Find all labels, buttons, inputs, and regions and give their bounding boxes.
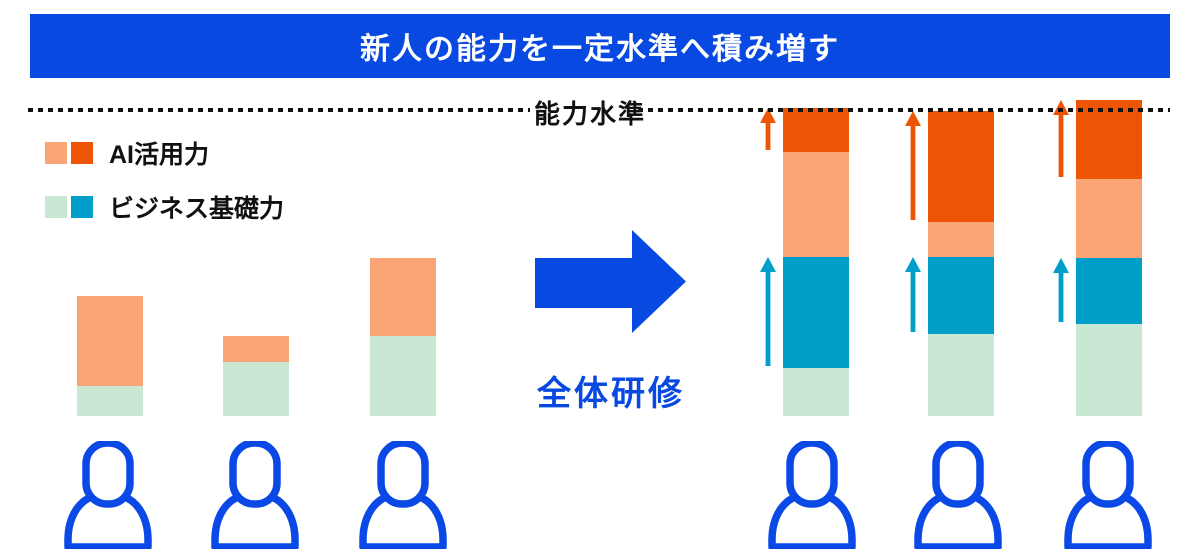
legend-row-biz: ビジネス基礎力 [45, 194, 284, 223]
person-icon [210, 439, 300, 551]
segment-biz_base [928, 334, 994, 416]
threshold-line-right [638, 108, 1170, 112]
biz-gain-arrow-icon [760, 257, 776, 366]
segment-ai_gain [928, 111, 994, 222]
segment-biz_gain [783, 257, 849, 368]
legend: AI活用力 ビジネス基礎力 [45, 140, 284, 248]
segment-ai_base [783, 152, 849, 257]
person-icon [767, 439, 857, 551]
segment-ai_gain [1076, 100, 1142, 179]
legend-label-ai: AI活用力 [109, 141, 210, 169]
legend-row-ai: AI活用力 [45, 140, 284, 169]
ability-bar-before-1 [77, 296, 143, 416]
biz-gain-arrow-icon [1053, 258, 1069, 322]
segment-biz_base [77, 386, 143, 416]
person-icon [63, 439, 153, 551]
biz-gain-arrow-icon [905, 257, 921, 332]
ability-bar-before-2 [223, 336, 289, 416]
ability-bar-after-3 [1076, 100, 1142, 416]
segment-ai_base [370, 258, 436, 336]
ai-light-swatch [45, 142, 67, 164]
page-title: 新人の能力を一定水準へ積み増す [360, 33, 840, 66]
segment-ai_base [1076, 179, 1142, 258]
threshold-line-left [28, 108, 530, 112]
segment-biz_gain [928, 257, 994, 334]
segment-ai_gain [783, 108, 849, 152]
ability-bar-after-1 [783, 108, 849, 416]
segment-biz_base [1076, 324, 1142, 416]
segment-biz_gain [1076, 258, 1142, 324]
title-banner: 新人の能力を一定水準へ積み増す [30, 14, 1170, 78]
ability-bar-after-2 [928, 111, 994, 416]
segment-ai_base [223, 336, 289, 362]
person-icon [913, 439, 1003, 551]
ability-bar-before-3 [370, 258, 436, 416]
transition-right-arrow [535, 230, 686, 333]
ai-gain-arrow-icon [760, 108, 776, 150]
segment-biz_base [370, 336, 436, 416]
ai-gain-arrow-icon [905, 111, 921, 220]
ai-dark-swatch [71, 142, 93, 164]
person-icon [1063, 439, 1153, 551]
person-icon [358, 439, 448, 551]
segment-ai_base [928, 222, 994, 257]
threshold-label: 能力水準 [534, 99, 647, 129]
legend-label-biz: ビジネス基礎力 [109, 195, 285, 223]
segment-biz_base [783, 368, 849, 416]
biz-light-swatch [45, 196, 67, 218]
segment-biz_base [223, 362, 289, 416]
segment-ai_base [77, 296, 143, 386]
biz-dark-swatch [71, 196, 93, 218]
transition-label: 全体研修 [537, 375, 685, 413]
